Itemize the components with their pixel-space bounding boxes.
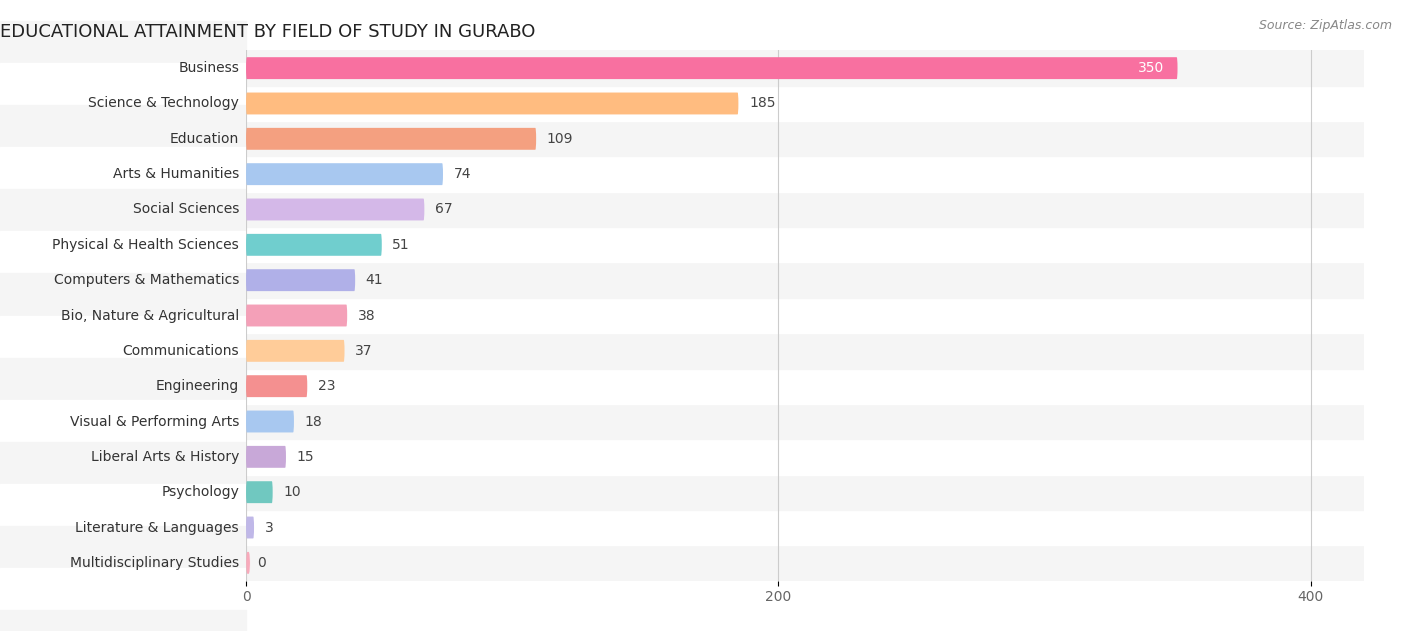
Bar (0, 50, 1406, 86)
Text: Liberal Arts & History: Liberal Arts & History (90, 450, 239, 464)
FancyBboxPatch shape (246, 93, 738, 114)
Text: Education: Education (170, 132, 239, 146)
Bar (0, 192, 1406, 227)
Bar (0, 86, 1406, 121)
Text: Engineering: Engineering (156, 379, 239, 393)
Text: 37: 37 (356, 344, 373, 358)
Bar (0, 439, 1406, 475)
Bar (0, 404, 1406, 439)
Text: Business: Business (179, 61, 239, 75)
FancyBboxPatch shape (246, 305, 347, 326)
FancyBboxPatch shape (246, 411, 294, 432)
Text: 109: 109 (547, 132, 574, 146)
Text: Arts & Humanities: Arts & Humanities (112, 167, 239, 181)
Bar (0, 121, 1406, 156)
Text: 185: 185 (749, 97, 776, 110)
FancyBboxPatch shape (246, 199, 425, 220)
Text: Bio, Nature & Agricultural: Bio, Nature & Agricultural (60, 309, 239, 322)
FancyBboxPatch shape (246, 552, 250, 574)
Text: 38: 38 (357, 309, 375, 322)
Bar (0, 475, 1406, 510)
Text: 41: 41 (366, 273, 384, 287)
Bar (0, 298, 1406, 333)
Text: 3: 3 (264, 521, 273, 534)
Text: Psychology: Psychology (162, 485, 239, 499)
Bar (0, 510, 1406, 545)
Text: Source: ZipAtlas.com: Source: ZipAtlas.com (1258, 19, 1392, 32)
FancyBboxPatch shape (246, 446, 285, 468)
FancyBboxPatch shape (246, 481, 273, 503)
FancyBboxPatch shape (246, 340, 344, 362)
FancyBboxPatch shape (246, 234, 382, 256)
Bar (0, 156, 1406, 192)
Text: 0: 0 (257, 556, 266, 570)
FancyBboxPatch shape (246, 269, 356, 291)
Text: 15: 15 (297, 450, 314, 464)
Text: Literature & Languages: Literature & Languages (76, 521, 239, 534)
Bar (0, 227, 1406, 262)
Text: 18: 18 (305, 415, 322, 428)
Text: Physical & Health Sciences: Physical & Health Sciences (52, 238, 239, 252)
Text: 67: 67 (434, 203, 453, 216)
Text: 10: 10 (283, 485, 301, 499)
Bar (0, 545, 1406, 581)
FancyBboxPatch shape (246, 128, 536, 150)
Text: Multidisciplinary Studies: Multidisciplinary Studies (70, 556, 239, 570)
Text: Social Sciences: Social Sciences (132, 203, 239, 216)
Text: 51: 51 (392, 238, 411, 252)
Text: Science & Technology: Science & Technology (89, 97, 239, 110)
FancyBboxPatch shape (246, 57, 1178, 79)
Text: 23: 23 (318, 379, 336, 393)
Text: Visual & Performing Arts: Visual & Performing Arts (70, 415, 239, 428)
Text: Communications: Communications (122, 344, 239, 358)
FancyBboxPatch shape (246, 375, 308, 397)
Bar (0, 333, 1406, 369)
Bar (0, 369, 1406, 404)
Text: Computers & Mathematics: Computers & Mathematics (53, 273, 239, 287)
Text: 74: 74 (454, 167, 471, 181)
Bar (0, 262, 1406, 298)
FancyBboxPatch shape (246, 163, 443, 185)
Text: EDUCATIONAL ATTAINMENT BY FIELD OF STUDY IN GURABO: EDUCATIONAL ATTAINMENT BY FIELD OF STUDY… (0, 23, 536, 40)
Text: 350: 350 (1137, 61, 1164, 75)
FancyBboxPatch shape (246, 517, 254, 538)
